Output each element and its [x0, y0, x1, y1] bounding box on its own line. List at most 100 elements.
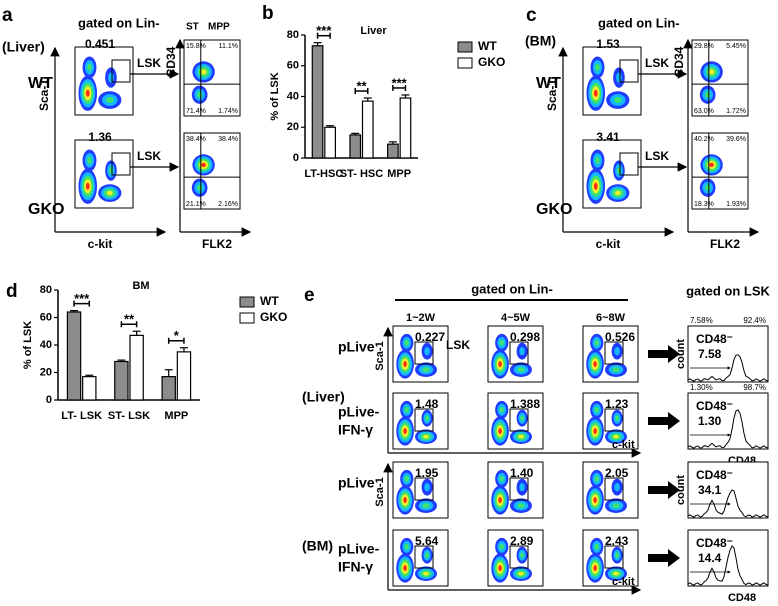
density: [595, 156, 600, 165]
histogram: [687, 409, 769, 449]
density: [593, 89, 598, 97]
quadrant-value: 5.45%: [726, 43, 746, 50]
y-tick-label: 60: [287, 60, 299, 72]
density: [614, 347, 620, 356]
gate-value: 2.05: [605, 466, 629, 480]
density: [593, 565, 597, 571]
density: [404, 339, 409, 346]
gate: [509, 545, 529, 569]
significance: ***: [316, 23, 332, 38]
quadrant-name: MPP: [208, 22, 230, 33]
legend-label: GKO: [478, 55, 505, 69]
density: [105, 97, 114, 103]
gate-name: LSK: [137, 149, 161, 163]
gate-name: LSK: [645, 149, 669, 163]
axis-label: CD34: [672, 46, 686, 77]
histogram: [687, 354, 769, 382]
histogram-plot: [687, 325, 769, 383]
gate: [414, 408, 434, 432]
gate-value: 1.23: [605, 397, 629, 411]
quadrant-value: 71.4%: [186, 108, 206, 115]
density: [593, 497, 597, 503]
gate: [509, 408, 529, 432]
density: [517, 367, 525, 373]
gate: [604, 477, 624, 501]
legend-label: WT: [478, 39, 497, 53]
density: [708, 69, 715, 75]
hist-gate-name: CD48⁻: [696, 332, 733, 346]
x-tick-label: ST- HSC: [340, 168, 383, 180]
big-arrow: [648, 345, 680, 363]
panel-letter: a: [2, 5, 13, 26]
density: [594, 543, 599, 550]
density: [520, 552, 524, 558]
tissue-label: (Liver): [302, 389, 345, 405]
gate-value: 5.64: [415, 534, 439, 548]
gate-name: LSK: [446, 338, 470, 352]
bar: [361, 100, 374, 159]
gate-title: gated on Lin-: [471, 281, 553, 296]
row-label: WT: [28, 75, 53, 92]
density: [403, 497, 407, 503]
legend-label: GKO: [260, 310, 287, 324]
density: [612, 503, 620, 509]
tissue-label: (Liver): [2, 39, 45, 55]
quadrant-value: 63.0%: [694, 108, 714, 115]
legend-swatch: [239, 312, 255, 324]
gate-value: 2.43: [605, 534, 629, 548]
gate-title: gated on Lin-: [78, 15, 160, 30]
density: [499, 475, 504, 482]
gate: [509, 341, 529, 365]
gate-value: 1.53: [596, 37, 620, 51]
gate-value: 0.451: [85, 37, 115, 51]
x-tick-label: LT- LSK: [61, 410, 102, 422]
density: [517, 503, 525, 509]
x-tick-label: MPP: [164, 410, 188, 422]
density: [498, 497, 502, 503]
axis-label: c-kit: [88, 237, 113, 251]
panel-letter: d: [6, 281, 18, 302]
row-label: pLive-: [338, 541, 380, 557]
histogram: [687, 489, 769, 518]
density: [499, 339, 504, 346]
bar: [129, 334, 144, 401]
density: [106, 190, 113, 196]
density: [423, 434, 429, 439]
tissue-label: (BM): [302, 538, 333, 554]
gate: [414, 545, 434, 569]
gate: [111, 152, 131, 176]
gate: [414, 341, 434, 365]
density: [615, 552, 619, 558]
gate-name: LSK: [137, 56, 161, 70]
quadrant-value: 1.72%: [726, 108, 746, 115]
gate-value: 0.227: [415, 330, 445, 344]
row-label: pLive: [338, 475, 375, 491]
y-tick-label: 80: [40, 284, 52, 296]
bar: [399, 97, 412, 159]
quadrant-value: 40.2%: [694, 136, 714, 143]
y-tick-label: 60: [40, 311, 52, 323]
y-tick-label: 0: [293, 152, 299, 164]
bar: [114, 360, 129, 401]
density: [614, 483, 620, 492]
density: [594, 475, 599, 482]
x-tick-label: ST- LSK: [108, 410, 150, 422]
axis-label: FLK2: [710, 237, 740, 251]
quadrant-value: 18.3%: [694, 201, 714, 208]
quadrant-value: 15.8%: [186, 43, 206, 50]
density: [518, 571, 524, 576]
gate: [604, 341, 624, 365]
gate-value: 1.95: [415, 466, 439, 480]
density: [404, 543, 409, 550]
density: [403, 361, 407, 367]
density: [595, 63, 600, 72]
density: [616, 72, 622, 83]
quadrant-value: 1.74%: [218, 108, 238, 115]
row-label: pLive: [338, 339, 375, 355]
axis-label: c-kit: [612, 439, 635, 451]
density: [615, 415, 619, 422]
density: [499, 543, 504, 550]
axis-label: count: [675, 475, 687, 505]
hist-quadrant: 1.30%: [690, 383, 713, 392]
gate: [509, 477, 529, 501]
